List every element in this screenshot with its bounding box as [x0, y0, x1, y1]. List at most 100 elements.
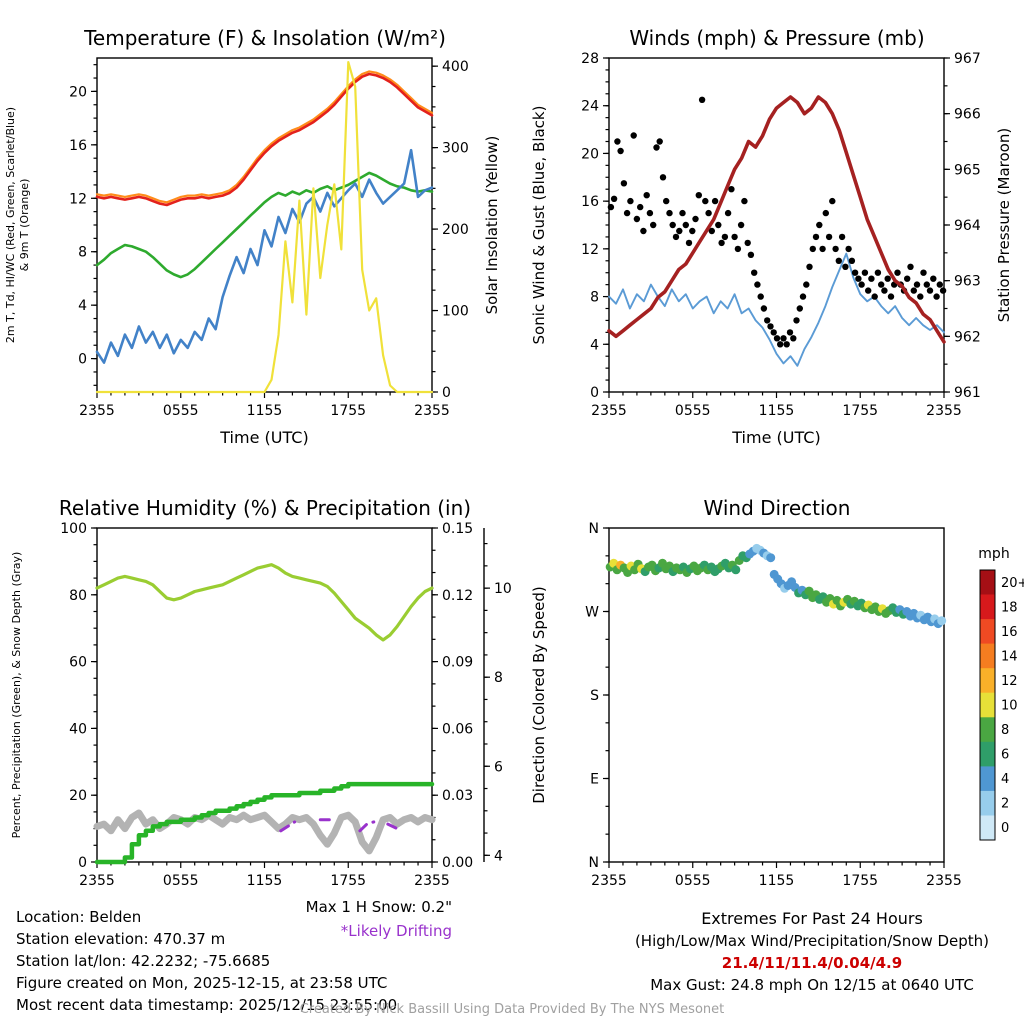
elevation-line: Station elevation: 470.37 m	[16, 930, 226, 948]
svg-text:1755: 1755	[842, 403, 878, 419]
svg-text:0555: 0555	[675, 873, 711, 889]
svg-text:12: 12	[69, 191, 87, 207]
svg-text:966: 966	[954, 107, 981, 123]
svg-text:0.12: 0.12	[442, 588, 473, 604]
latlon-line: Station lat/lon: 42.2232; -75.6685	[16, 952, 271, 970]
svg-text:N: N	[589, 521, 599, 537]
data-timestamp-line: Most recent data timestamp: 2025/12/15 2…	[16, 996, 398, 1014]
svg-text:20: 20	[69, 84, 87, 100]
svg-text:mph: mph	[978, 546, 1009, 562]
svg-text:2355: 2355	[414, 403, 450, 419]
svg-text:20: 20	[581, 146, 599, 162]
svg-text:Direction (Colored By Speed): Direction (Colored By Speed)	[530, 586, 548, 804]
station-info-block: Location: Belden Station elevation: 470.…	[16, 906, 397, 1016]
svg-text:100: 100	[442, 304, 469, 320]
svg-text:16: 16	[69, 138, 87, 154]
svg-text:18: 18	[1001, 600, 1018, 615]
credit-line: Created By Nick Bassill Using Data Provi…	[299, 1002, 725, 1017]
svg-text:0555: 0555	[163, 873, 199, 889]
svg-text:Station Pressure (Maroon): Station Pressure (Maroon)	[995, 128, 1013, 322]
svg-text:16: 16	[1001, 625, 1018, 640]
svg-text:962: 962	[954, 329, 981, 345]
likely-drifting-note: *Likely Drifting	[340, 922, 452, 940]
svg-text:Sonic Wind & Gust (Blue, Black: Sonic Wind & Gust (Blue, Black)	[530, 106, 548, 345]
extremes-title: Extremes For Past 24 Hours	[701, 909, 923, 928]
extremes-subtitle: (High/Low/Max Wind/Precipitation/Snow De…	[634, 932, 990, 950]
chart-title-temperature-insolation: Temperature (F) & Insolation (W/m²)	[84, 26, 446, 50]
svg-text:Time (UTC): Time (UTC)	[219, 428, 308, 447]
svg-text:2355: 2355	[414, 873, 450, 889]
svg-text:0: 0	[442, 385, 451, 401]
chart-title-winds-pressure: Winds (mph) & Pressure (mb)	[629, 26, 925, 50]
svg-text:W: W	[585, 605, 599, 621]
svg-text:N: N	[589, 855, 599, 871]
svg-text:16: 16	[581, 194, 599, 210]
svg-text:2355: 2355	[79, 403, 115, 419]
svg-text:0: 0	[78, 352, 87, 368]
svg-text:963: 963	[954, 274, 981, 290]
svg-text:28: 28	[581, 51, 599, 67]
svg-text:1155: 1155	[247, 403, 283, 419]
max-gust-line: Max Gust: 24.8 mph On 12/15 at 0640 UTC	[650, 976, 974, 994]
svg-text:961: 961	[954, 385, 981, 401]
svg-text:964: 964	[954, 218, 981, 234]
svg-text:1755: 1755	[330, 873, 366, 889]
svg-text:80: 80	[69, 588, 87, 604]
svg-text:1155: 1155	[759, 873, 795, 889]
svg-text:1755: 1755	[330, 403, 366, 419]
svg-text:10: 10	[1001, 699, 1018, 714]
svg-text:2355: 2355	[926, 403, 962, 419]
svg-text:100: 100	[60, 521, 87, 537]
svg-text:8: 8	[590, 290, 599, 306]
svg-text:6: 6	[1001, 748, 1009, 763]
svg-text:967: 967	[954, 51, 981, 67]
svg-text:0: 0	[78, 855, 87, 871]
svg-text:965: 965	[954, 162, 981, 178]
svg-text:E: E	[590, 772, 599, 788]
svg-text:12: 12	[581, 242, 599, 258]
svg-text:2355: 2355	[926, 873, 962, 889]
wind-direction-plot: 2355 0555 1155 1755 2355 N W S E N Direction (Colo…	[530, 521, 1024, 889]
svg-text:S: S	[590, 688, 599, 704]
svg-text:20: 20	[69, 788, 87, 804]
svg-text:0.06: 0.06	[442, 721, 473, 737]
svg-text:10: 10	[494, 581, 512, 597]
svg-text:1155: 1155	[759, 403, 795, 419]
svg-text:24: 24	[581, 99, 599, 115]
svg-text:4: 4	[494, 848, 503, 864]
svg-text:6: 6	[494, 759, 503, 775]
svg-text:Solar Insolation (Yellow): Solar Insolation (Yellow)	[483, 136, 501, 315]
svg-text:20+: 20+	[1001, 576, 1024, 591]
svg-text:400: 400	[442, 59, 469, 75]
svg-text:2m T, Td, HI/WC (Red, Green, S: 2m T, Td, HI/WC (Red, Green, Scarlet/Blu…	[4, 107, 17, 343]
humidity-precip-plot: 2355 0555 1155 1755 2355 0 20 40 60 80 100 0.00 0.03…	[10, 521, 512, 889]
winds-pressure-plot: 2355 0555 1155 1755 2355 Time (UTC) 0 4 8 12 16 20 2…	[530, 51, 1013, 447]
svg-text:0: 0	[1001, 821, 1009, 836]
max-snow-note: Max 1 H Snow: 0.2"	[305, 898, 452, 916]
svg-text:0.15: 0.15	[442, 521, 473, 537]
svg-text:60: 60	[69, 655, 87, 671]
svg-text:4: 4	[1001, 772, 1009, 787]
svg-text:2355: 2355	[591, 403, 627, 419]
extremes-values: 21.4/11/11.4/0.04/4.9	[721, 954, 903, 972]
svg-text:14: 14	[1001, 649, 1018, 664]
svg-text:Percent, Precipitation (Green): Percent, Precipitation (Green), & Snow D…	[10, 552, 23, 839]
chart-title-humidity-precip: Relative Humidity (%) & Precipitation (i…	[58, 496, 472, 520]
svg-text:0: 0	[590, 385, 599, 401]
extremes-block: Extremes For Past 24 Hours (High/Low/Max…	[600, 908, 1024, 996]
svg-text:0555: 0555	[163, 403, 199, 419]
svg-text:8: 8	[78, 245, 87, 261]
svg-text:2: 2	[1001, 797, 1009, 812]
svg-text:Time (UTC): Time (UTC)	[731, 428, 820, 447]
svg-text:1155: 1155	[247, 873, 283, 889]
svg-text:0555: 0555	[675, 403, 711, 419]
svg-text:0.09: 0.09	[442, 655, 473, 671]
svg-text:4: 4	[590, 337, 599, 353]
svg-text:2355: 2355	[591, 873, 627, 889]
svg-text:200: 200	[442, 222, 469, 238]
svg-text:8: 8	[1001, 723, 1009, 738]
svg-text:40: 40	[69, 721, 87, 737]
svg-text:& 9m T (Orange): & 9m T (Orange)	[18, 179, 31, 272]
